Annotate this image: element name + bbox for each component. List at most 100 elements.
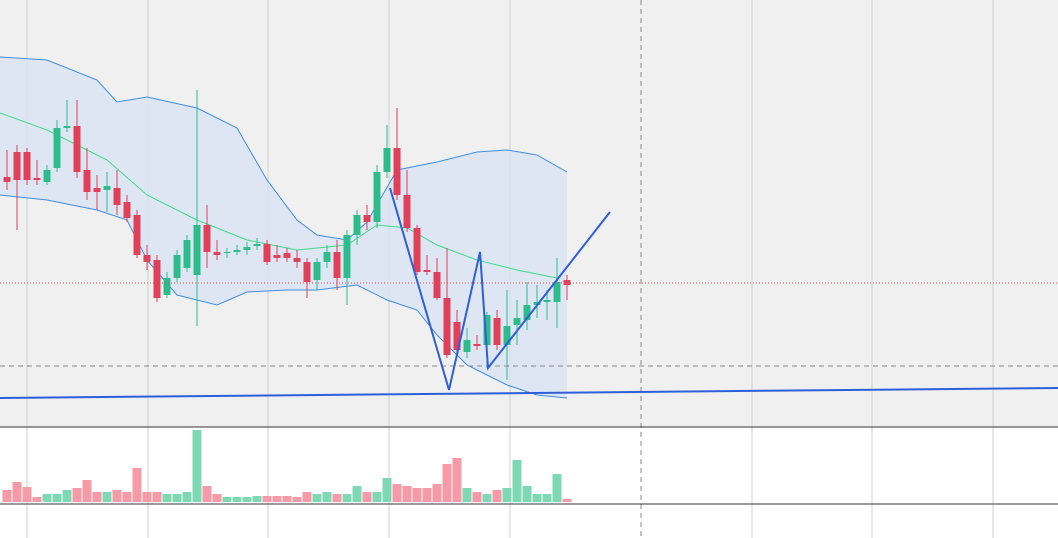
candle-body: [493, 318, 501, 345]
candle-body: [233, 250, 241, 252]
volume-bar: [302, 492, 312, 502]
candle-body: [173, 255, 181, 278]
candle-body: [203, 225, 211, 252]
candle-body: [273, 255, 281, 258]
candle-body: [543, 300, 551, 302]
volume-bar: [72, 488, 82, 502]
volume-bar: [162, 494, 172, 502]
volume-bar: [422, 488, 432, 502]
volume-bar: [472, 492, 482, 502]
candle-body: [83, 170, 91, 192]
candle-body: [303, 262, 311, 282]
volume-bar: [262, 496, 272, 502]
candle-body: [443, 298, 451, 355]
candle-body: [453, 322, 461, 350]
band-line: [0, 112, 558, 279]
volume-bar: [392, 484, 402, 502]
volume-bar: [502, 488, 512, 502]
volume-bar: [482, 494, 492, 502]
volume-bar: [292, 497, 302, 502]
candle-body: [413, 228, 421, 272]
plot-area: [0, 56, 572, 502]
candle-body: [213, 252, 221, 255]
candle-body: [553, 282, 561, 302]
volume-bar: [432, 484, 442, 502]
volume-bar: [112, 490, 122, 502]
candle-body: [223, 252, 231, 253]
volume-bar: [152, 492, 162, 502]
candle-body: [103, 186, 111, 190]
volume-bar: [82, 480, 92, 502]
volume-bar: [412, 488, 422, 502]
pattern-line: [389, 187, 611, 391]
candle-body: [433, 272, 441, 298]
volume-bar: [512, 460, 522, 502]
volume-bar: [332, 494, 342, 502]
volume-bar: [312, 494, 322, 502]
volume-bar: [202, 486, 212, 502]
volume-bar: [522, 486, 532, 502]
volume-bar: [122, 492, 132, 502]
candle-body: [253, 244, 261, 246]
candle-body: [323, 252, 331, 262]
volume-bar: [172, 494, 182, 502]
candle-body: [143, 255, 151, 262]
candle-body: [123, 202, 131, 218]
volume-bar: [322, 492, 332, 502]
volume-bar: [102, 492, 112, 502]
candle-body: [43, 170, 51, 182]
candle-body: [93, 188, 101, 192]
candle-body: [193, 225, 201, 275]
volume-bar: [282, 496, 292, 502]
candle-body: [393, 148, 401, 195]
volume-bar: [2, 490, 12, 502]
volume-bar: [442, 464, 452, 502]
volume-bar: [492, 490, 502, 502]
candle-body: [13, 152, 21, 180]
support-line: [0, 387, 1058, 399]
candle-body: [183, 240, 191, 268]
volume-bar: [462, 488, 472, 502]
candle-body: [373, 172, 381, 222]
volume-bar: [452, 458, 462, 502]
volume-bar: [382, 478, 392, 502]
volume-bar: [32, 497, 42, 502]
candle-body: [343, 235, 351, 278]
time-axis: [0, 504, 1058, 538]
volume-bar: [62, 490, 72, 502]
volume-bar: [372, 492, 382, 502]
candle-body: [523, 305, 531, 320]
volume-bar: [22, 487, 32, 502]
volume-bar: [42, 494, 52, 502]
candle-body: [403, 195, 411, 228]
volume-bar: [192, 430, 202, 502]
candle-body: [23, 152, 31, 180]
candle-body: [513, 318, 521, 325]
volume-bar: [362, 492, 372, 502]
candle-body: [333, 252, 341, 278]
volume-bar: [342, 494, 352, 502]
volume-bar: [232, 497, 242, 502]
volume-bar: [12, 482, 22, 502]
volume-bar: [542, 494, 552, 502]
volume-bar: [92, 492, 102, 502]
volume-bar: [132, 468, 142, 502]
volume-bar: [182, 492, 192, 502]
candle-body: [383, 148, 391, 172]
volume-bar: [272, 496, 282, 502]
candle-body: [463, 340, 471, 352]
drawings: [0, 187, 1058, 399]
candle-body: [483, 315, 491, 345]
volume-bar: [552, 474, 562, 502]
candle-body: [153, 260, 161, 298]
candle-body: [263, 244, 271, 262]
candle-body: [53, 128, 61, 168]
volume-bar: [222, 497, 232, 502]
candle-body: [423, 270, 431, 272]
candle-body: [73, 126, 81, 172]
volume-bar: [212, 494, 222, 502]
band-fill: [0, 57, 567, 398]
candle-body: [3, 177, 11, 182]
volume-bar: [352, 486, 362, 502]
